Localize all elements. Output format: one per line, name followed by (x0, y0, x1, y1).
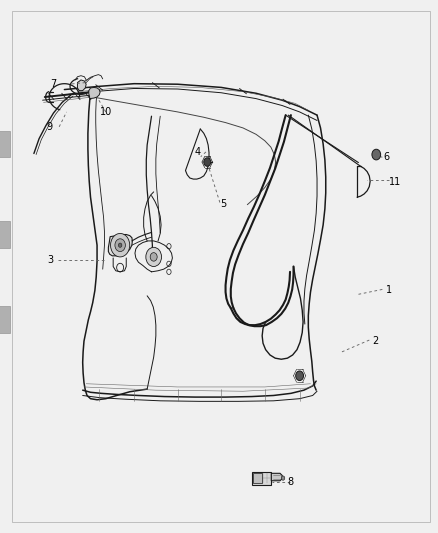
Polygon shape (77, 80, 86, 91)
Polygon shape (271, 473, 282, 481)
Text: 6: 6 (383, 152, 389, 162)
Circle shape (110, 233, 130, 257)
Text: 10: 10 (99, 107, 112, 117)
Text: 2: 2 (372, 336, 378, 346)
Bar (0, 306, 10, 333)
Bar (0, 131, 10, 157)
Text: 3: 3 (47, 255, 53, 265)
Circle shape (145, 247, 161, 266)
Circle shape (281, 476, 284, 480)
Circle shape (203, 158, 210, 166)
Text: 4: 4 (194, 147, 200, 157)
Bar (252, 473, 261, 483)
Text: 9: 9 (46, 122, 52, 132)
Text: 11: 11 (389, 177, 401, 187)
Polygon shape (88, 87, 100, 99)
Text: 7: 7 (50, 79, 57, 89)
Circle shape (115, 239, 125, 252)
Circle shape (118, 243, 122, 247)
Text: 8: 8 (287, 478, 293, 487)
Circle shape (371, 149, 380, 160)
Circle shape (295, 371, 303, 381)
Polygon shape (251, 472, 271, 485)
Circle shape (150, 253, 157, 261)
Polygon shape (108, 235, 132, 256)
Bar (0, 221, 10, 248)
Text: 1: 1 (385, 286, 391, 295)
Text: 5: 5 (220, 199, 226, 208)
